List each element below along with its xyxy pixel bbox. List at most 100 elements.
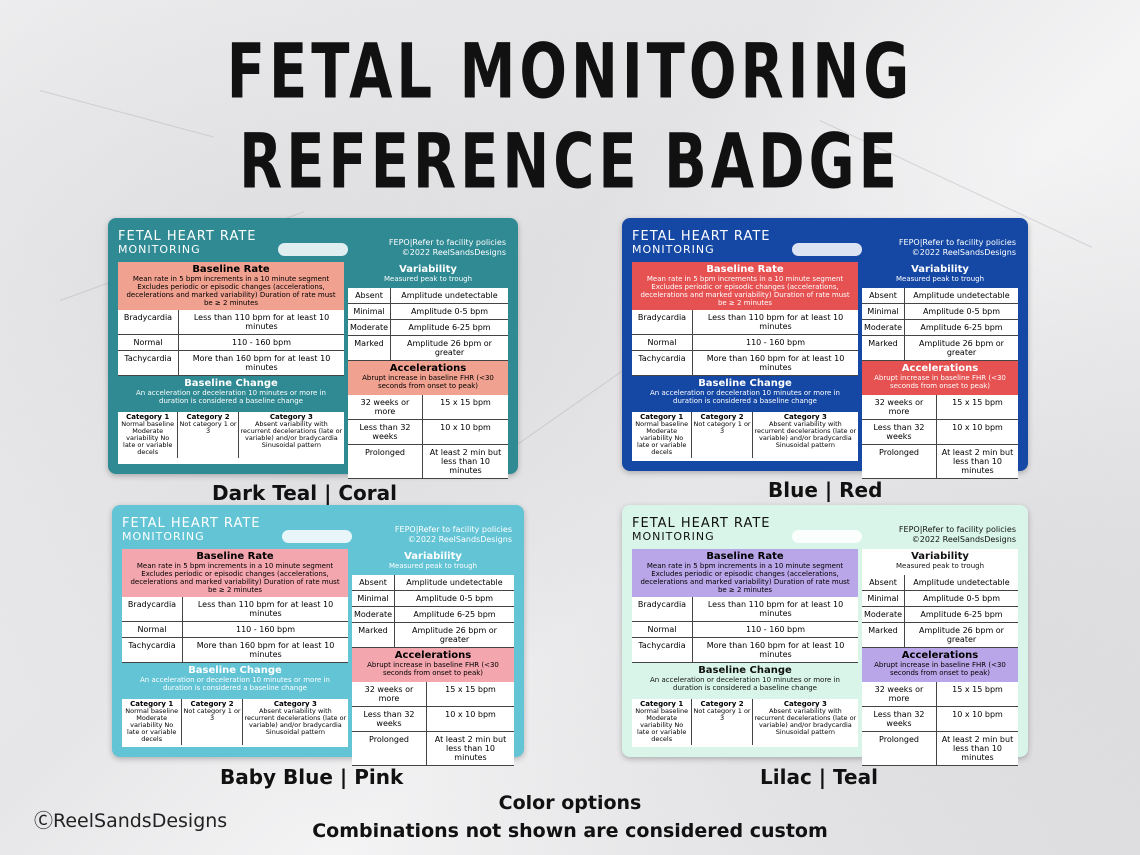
category-row: Category 1 Normal baseline Moderate varia… [632,412,858,458]
variability-row-label: Moderate [862,607,905,622]
reference-badge: FETAL HEART RATE MONITORING FEPO|Refer to … [622,218,1028,479]
category-text: Absent variability with recurrent decele… [244,707,347,736]
baseline-rate-section: Baseline Rate Mean rate in 5 bpm incremen… [122,549,348,597]
baseline-row-label: Bradycardia [632,597,693,621]
category-text: Absent variability with recurrent decele… [754,420,857,449]
accelerations-title: Accelerations [901,363,979,374]
acceleration-row-value: 15 x 15 bpm [440,398,491,407]
variability-row-label: Absent [352,575,395,590]
category-cell: Category 3 Absent variability with recurr… [239,412,344,458]
variability-row-label: Absent [862,575,905,590]
acceleration-row-value: At least 2 min but less than 10 minutes [429,448,502,475]
accelerations-section: Accelerations Abrupt increase in baseline… [862,648,1018,682]
variability-sub: Measured peak to trough [383,275,473,283]
baseline-rate-desc: Mean rate in 5 bpm increments in a 10 mi… [130,562,340,594]
baseline-change-section: Baseline Change An acceleration or decele… [632,376,858,412]
acceleration-row: Prolonged At least 2 min but less than 10… [348,445,508,479]
baseline-column: Baseline Rate Mean rate in 5 bpm incremen… [632,549,858,747]
acceleration-row-label: Less than 32 weeks [348,420,423,444]
acceleration-row: Less than 32 weeks 10 x 10 bpm [862,420,1018,445]
variability-column: Variability Measured peak to trough Absent… [352,549,514,766]
badge-copyright: ©2022 ReelSandsDesigns [407,535,512,544]
baseline-change-title: Baseline Change [698,378,792,389]
baseline-row-value: 110 - 160 bpm [745,625,805,634]
variability-row-value: Amplitude 6-25 bpm [920,610,1003,619]
variability-row-label: Moderate [348,320,391,335]
badge-title: FETAL HEART RATE MONITORING [632,230,770,256]
acceleration-row: Prolonged At least 2 min but less than 10… [862,445,1018,479]
acceleration-row-label: Less than 32 weeks [352,707,427,731]
variability-row-label: Marked [862,623,905,647]
badge-title-line2: MONITORING [122,530,205,543]
acceleration-row-value: 15 x 15 bpm [952,398,1003,407]
baseline-row-value: Less than 110 bpm for at least 10 minute… [707,600,844,618]
badge-color-label: Lilac | Teal [760,765,878,789]
acceleration-row-label: Prolonged [352,732,427,765]
variability-row: Absent Amplitude undetectable [348,288,508,304]
badge-copyright: ©2022 ReelSandsDesigns [911,535,1016,544]
variability-row-label: Minimal [862,591,905,606]
category-heading: Category 3 [273,700,317,708]
variability-row-value: Amplitude 0-5 bpm [922,307,1001,316]
baseline-row-value: 110 - 160 bpm [231,338,291,347]
category-text: Absent variability with recurrent decele… [754,707,857,736]
category-heading: Category 2 [186,413,230,421]
acceleration-row: 32 weeks or more 15 x 15 bpm [862,395,1018,420]
badge-color-label: Blue | Red [768,478,883,502]
baseline-row-label: Normal [122,622,183,637]
acceleration-row-label: 32 weeks or more [352,682,427,706]
category-heading: Category 2 [190,700,234,708]
variability-row-value: Amplitude 0-5 bpm [415,594,494,603]
copyright-text: ⒸReelSandsDesigns [34,810,228,832]
category-text: Normal baseline Moderate variability No … [635,420,689,456]
baseline-row-value: More than 160 bpm for at least 10 minute… [196,641,335,659]
variability-section: Variability Measured peak to trough [862,549,1018,575]
acceleration-row-value: At least 2 min but less than 10 minutes [941,735,1014,762]
acceleration-row-value: 10 x 10 bpm [952,423,1003,432]
category-row: Category 1 Normal baseline Moderate varia… [122,699,348,745]
category-cell: Category 3 Absent variability with recurr… [753,412,858,458]
category-text: Not category 1 or 3 [179,420,237,435]
category-heading: Category 1 [130,700,174,708]
variability-title: Variability [399,264,457,275]
variability-row: Marked Amplitude 26 bpm or greater [862,623,1018,648]
variability-row-value: Amplitude undetectable [401,291,498,300]
baseline-change-section: Baseline Change An acceleration or decele… [118,376,344,412]
category-heading: Category 1 [640,413,684,421]
variability-row: Absent Amplitude undetectable [862,288,1018,304]
variability-title: Variability [404,551,462,562]
baseline-row-label: Tachycardia [122,638,183,662]
acceleration-row-label: Prolonged [348,445,423,478]
acceleration-row-value: At least 2 min but less than 10 minutes [434,735,507,762]
accelerations-desc: Abrupt increase in baseline FHR (<30 sec… [874,374,1006,390]
badge-header-info: FEPO|Refer to facility policies ©2022 Ree… [899,525,1016,545]
variability-row: Marked Amplitude 26 bpm or greater [352,623,514,648]
baseline-row: Normal 110 - 160 bpm [118,335,344,351]
baseline-column: Baseline Rate Mean rate in 5 bpm incremen… [118,262,344,464]
variability-row-value: Amplitude 26 bpm or greater [919,339,1004,357]
badge-color-label: Dark Teal | Coral [212,481,397,505]
variability-row: Minimal Amplitude 0-5 bpm [862,304,1018,320]
variability-row-label: Marked [352,623,395,647]
baseline-rate-desc: Mean rate in 5 bpm increments in a 10 mi… [126,275,336,307]
baseline-row: Tachycardia More than 160 bpm for at leas… [122,638,348,663]
category-text: Normal baseline Moderate variability No … [635,707,689,743]
acceleration-row: Prolonged At least 2 min but less than 10… [352,732,514,766]
category-heading: Category 3 [269,413,313,421]
baseline-rate-desc: Mean rate in 5 bpm increments in a 10 mi… [640,562,850,594]
category-heading: Category 2 [700,413,744,421]
category-cell: Category 1 Normal baseline Moderate varia… [118,412,179,458]
baseline-row-value: More than 160 bpm for at least 10 minute… [706,641,845,659]
badge-title: FETAL HEART RATE MONITORING [118,230,256,256]
accelerations-desc: Abrupt increase in baseline FHR (<30 sec… [874,661,1006,677]
acceleration-row-label: 32 weeks or more [862,395,937,419]
category-heading: Category 1 [640,700,684,708]
baseline-row: Tachycardia More than 160 bpm for at leas… [632,351,858,376]
variability-row: Absent Amplitude undetectable [862,575,1018,591]
baseline-rate-title: Baseline Rate [192,264,270,275]
badge-header-info: FEPO|Refer to facility policies ©2022 Ree… [395,525,512,545]
variability-row-label: Minimal [348,304,391,319]
baseline-rate-title: Baseline Rate [196,551,274,562]
variability-section: Variability Measured peak to trough [862,262,1018,288]
baseline-change-section: Baseline Change An acceleration or decele… [122,663,348,699]
